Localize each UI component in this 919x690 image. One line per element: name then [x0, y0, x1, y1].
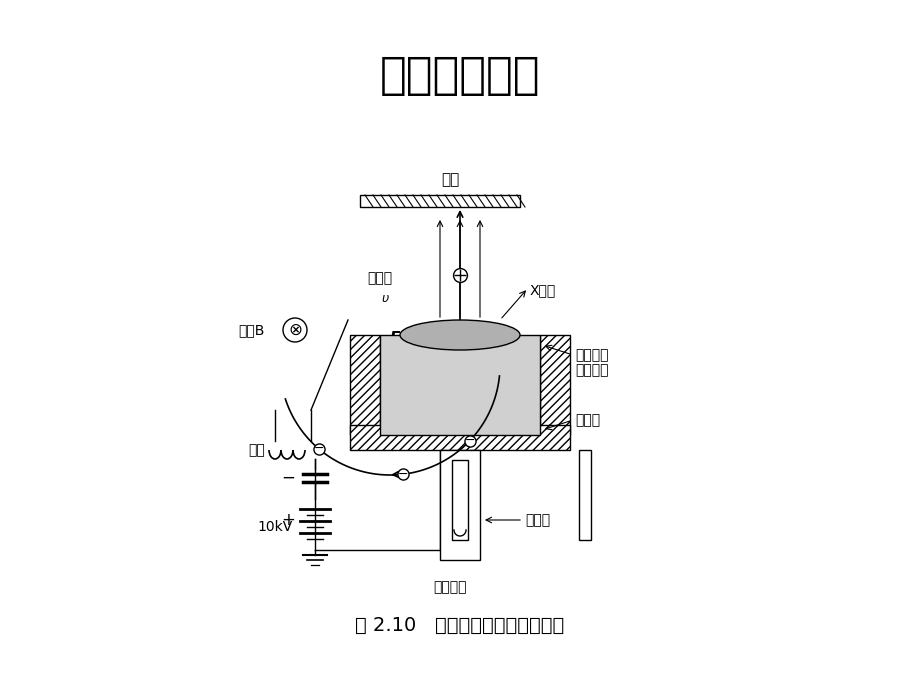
Text: 衬底: 衬底 [440, 172, 459, 187]
Ellipse shape [400, 320, 519, 350]
Text: 铜坩埚: 铜坩埚 [574, 413, 599, 427]
Text: υ: υ [381, 292, 388, 305]
Text: 蒸发物质: 蒸发物质 [433, 580, 466, 594]
Text: −: − [281, 469, 295, 487]
Text: 电子束: 电子束 [367, 271, 392, 285]
Polygon shape [349, 425, 570, 450]
Text: −: − [464, 435, 474, 447]
Bar [380, 335, 539, 435]
Bar [359, 195, 519, 207]
Text: 10kV: 10kV [257, 520, 292, 534]
Text: +: + [281, 511, 295, 529]
Text: X射线: X射线 [529, 283, 556, 297]
Bar [578, 450, 590, 540]
Text: 磁场B: 磁场B [238, 323, 265, 337]
Polygon shape [539, 335, 570, 435]
Text: F: F [390, 331, 400, 346]
Polygon shape [349, 335, 380, 435]
Bar [439, 450, 480, 560]
Text: 冷却水: 冷却水 [525, 513, 550, 527]
Text: 熔化物质: 熔化物质 [574, 348, 607, 362]
Text: 蒸发源的类型: 蒸发源的类型 [380, 54, 539, 97]
Text: 图 2.10   电子束蒸发装置的示意图: 图 2.10 电子束蒸发装置的示意图 [355, 615, 564, 635]
Text: ⊗: ⊗ [288, 321, 301, 339]
Text: 固态物质: 固态物质 [574, 363, 607, 377]
Bar [451, 460, 468, 540]
Text: −: − [398, 468, 408, 481]
Text: 灯丝: 灯丝 [248, 443, 265, 457]
Text: −: − [313, 442, 323, 455]
